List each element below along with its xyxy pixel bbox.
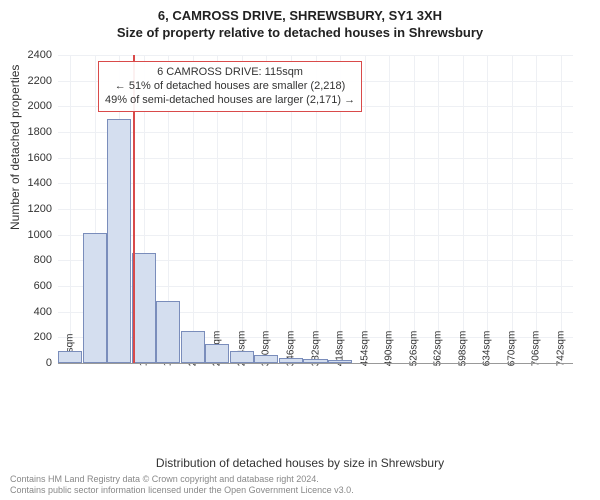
x-axis-line [58,363,573,364]
gridline-vertical [70,55,71,363]
gridline-vertical [561,55,562,363]
y-tick-label: 2000 [28,100,52,112]
histogram-bar [58,351,82,363]
footer-line1: Contains HM Land Registry data © Crown c… [10,474,354,485]
address-title: 6, CAMROSS DRIVE, SHREWSBURY, SY1 3XH [0,8,600,23]
y-tick-label: 800 [34,254,52,266]
gridline-vertical [438,55,439,363]
y-tick-label: 600 [34,280,52,292]
y-tick-label: 200 [34,331,52,343]
y-tick-label: 1800 [28,126,52,138]
chart-plot-area: 0200400600800100012001400160018002000220… [58,55,573,415]
histogram-bar [254,355,278,363]
histogram-bar [205,344,229,363]
y-tick-label: 1400 [28,177,52,189]
chart-header: 6, CAMROSS DRIVE, SHREWSBURY, SY1 3XH Si… [0,0,600,40]
gridline-vertical [512,55,513,363]
chart-subtitle: Size of property relative to detached ho… [0,25,600,40]
histogram-bar [132,253,156,363]
x-tick-label: 706sqm [531,331,542,367]
x-tick-label: 598sqm [457,331,468,367]
x-tick-label: 454sqm [359,331,370,367]
gridline-vertical [487,55,488,363]
histogram-bar [107,119,131,363]
histogram-bar [83,233,107,363]
histogram-bar [181,331,205,363]
gridline-vertical [414,55,415,363]
histogram-bar [230,351,254,363]
y-tick-label: 1000 [28,229,52,241]
y-tick-label: 1200 [28,203,52,215]
y-tick-label: 2200 [28,75,52,87]
gridline-vertical [463,55,464,363]
y-axis-label: Number of detached properties [8,65,22,230]
callout-line3: 49% of semi-detached houses are larger (… [105,94,355,108]
callout-line1: 6 CAMROSS DRIVE: 115sqm [105,66,355,80]
y-tick-label: 2400 [28,49,52,61]
gridline-vertical [389,55,390,363]
x-tick-label: 562sqm [433,331,444,367]
x-tick-label: 670sqm [506,331,517,367]
property-callout: 6 CAMROSS DRIVE: 115sqm← 51% of detached… [98,61,362,112]
gridline-vertical [365,55,366,363]
x-tick-label: 490sqm [384,331,395,367]
gridline-vertical [536,55,537,363]
footer-line2: Contains public sector information licen… [10,485,354,496]
x-tick-label: 742sqm [555,331,566,367]
y-tick-label: 0 [46,357,52,369]
x-tick-label: 634sqm [482,331,493,367]
callout-line2: ← 51% of detached houses are smaller (2,… [105,80,355,94]
x-tick-label: 526sqm [408,331,419,367]
footer-attribution: Contains HM Land Registry data © Crown c… [10,474,354,496]
x-axis-label: Distribution of detached houses by size … [0,456,600,470]
histogram-bar [156,301,180,363]
y-tick-label: 400 [34,306,52,318]
y-tick-label: 1600 [28,152,52,164]
